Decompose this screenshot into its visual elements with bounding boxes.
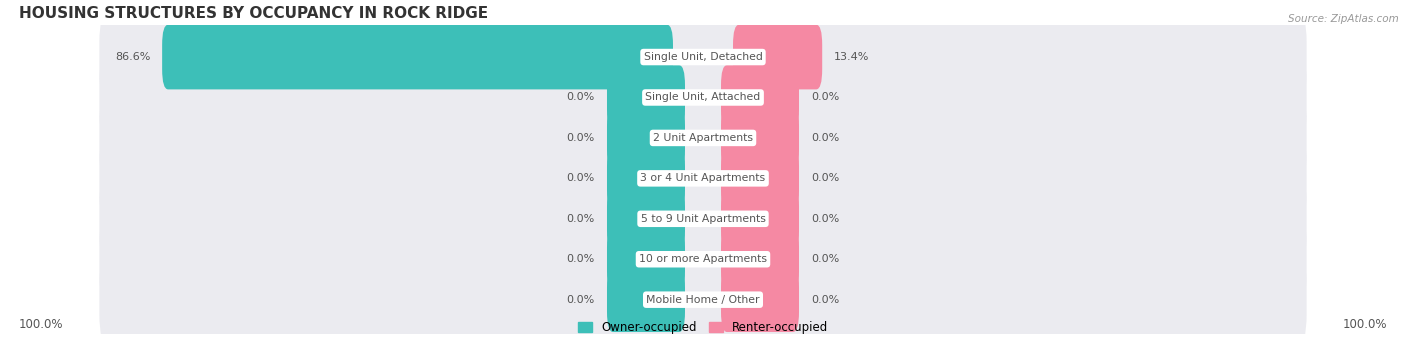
Legend: Owner-occupied, Renter-occupied: Owner-occupied, Renter-occupied (578, 321, 828, 334)
Text: 0.0%: 0.0% (811, 254, 839, 264)
Text: Mobile Home / Other: Mobile Home / Other (647, 295, 759, 305)
Text: 3 or 4 Unit Apartments: 3 or 4 Unit Apartments (641, 173, 765, 183)
FancyBboxPatch shape (721, 65, 799, 130)
FancyBboxPatch shape (100, 51, 1306, 144)
Text: 0.0%: 0.0% (567, 133, 595, 143)
Text: 2 Unit Apartments: 2 Unit Apartments (652, 133, 754, 143)
FancyBboxPatch shape (100, 172, 1306, 265)
Text: 13.4%: 13.4% (834, 52, 869, 62)
Text: Single Unit, Attached: Single Unit, Attached (645, 92, 761, 103)
Text: 0.0%: 0.0% (811, 295, 839, 305)
Text: HOUSING STRUCTURES BY OCCUPANCY IN ROCK RIDGE: HOUSING STRUCTURES BY OCCUPANCY IN ROCK … (18, 6, 488, 21)
Text: 86.6%: 86.6% (115, 52, 150, 62)
FancyBboxPatch shape (721, 227, 799, 292)
FancyBboxPatch shape (721, 106, 799, 170)
FancyBboxPatch shape (607, 187, 685, 251)
Text: 0.0%: 0.0% (811, 173, 839, 183)
Text: 0.0%: 0.0% (811, 92, 839, 103)
FancyBboxPatch shape (607, 267, 685, 332)
Text: 0.0%: 0.0% (567, 254, 595, 264)
FancyBboxPatch shape (721, 187, 799, 251)
FancyBboxPatch shape (162, 25, 673, 89)
Text: 0.0%: 0.0% (811, 214, 839, 224)
FancyBboxPatch shape (100, 11, 1306, 104)
Text: 0.0%: 0.0% (567, 295, 595, 305)
Text: 0.0%: 0.0% (811, 133, 839, 143)
FancyBboxPatch shape (100, 213, 1306, 306)
FancyBboxPatch shape (607, 146, 685, 211)
FancyBboxPatch shape (721, 267, 799, 332)
Text: 10 or more Apartments: 10 or more Apartments (638, 254, 768, 264)
FancyBboxPatch shape (607, 106, 685, 170)
FancyBboxPatch shape (607, 65, 685, 130)
FancyBboxPatch shape (100, 253, 1306, 341)
FancyBboxPatch shape (100, 91, 1306, 184)
Text: 0.0%: 0.0% (567, 214, 595, 224)
FancyBboxPatch shape (100, 132, 1306, 225)
FancyBboxPatch shape (607, 227, 685, 292)
Text: Single Unit, Detached: Single Unit, Detached (644, 52, 762, 62)
Text: 0.0%: 0.0% (567, 92, 595, 103)
Text: Source: ZipAtlas.com: Source: ZipAtlas.com (1288, 14, 1399, 24)
FancyBboxPatch shape (721, 146, 799, 211)
Text: 100.0%: 100.0% (18, 318, 63, 331)
Text: 100.0%: 100.0% (1343, 318, 1388, 331)
Text: 0.0%: 0.0% (567, 173, 595, 183)
FancyBboxPatch shape (733, 25, 823, 89)
Text: 5 to 9 Unit Apartments: 5 to 9 Unit Apartments (641, 214, 765, 224)
